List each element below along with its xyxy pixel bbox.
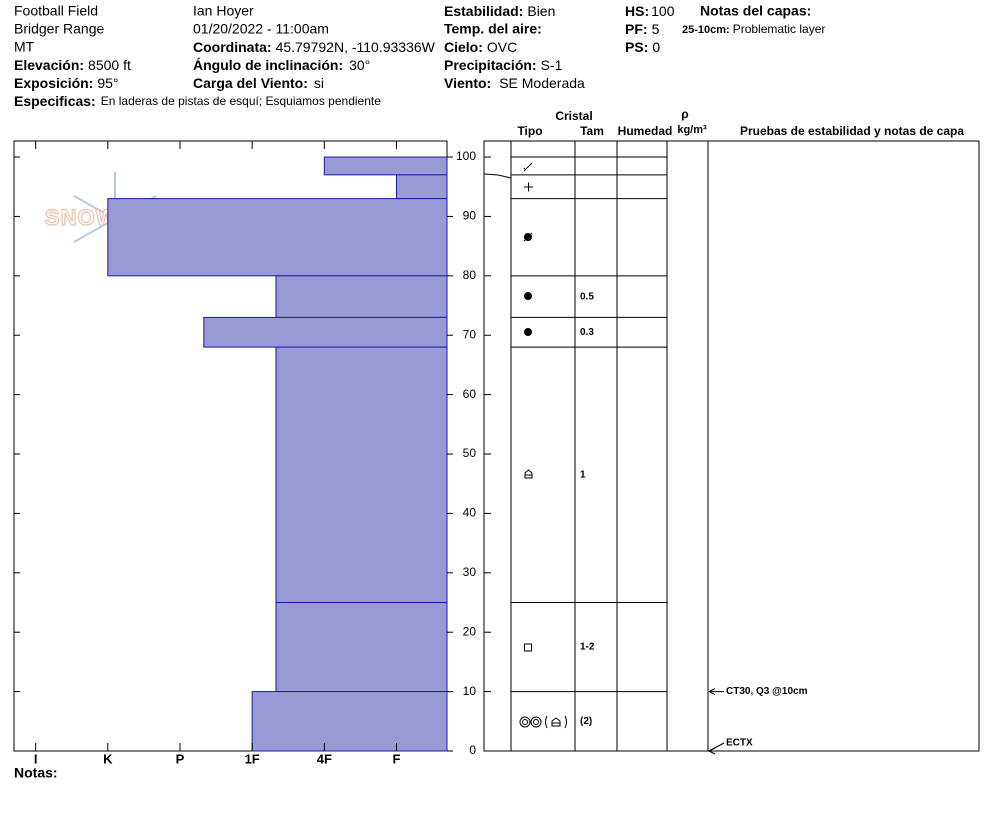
hardness-bar [251, 691, 448, 752]
stability: Estabilidad: Bien [444, 3, 555, 19]
crystal-header: Cristal [555, 109, 592, 123]
grain-size: 1 [580, 469, 586, 480]
air-temp: Temp. del aire: [444, 21, 542, 37]
hardness-bar [107, 198, 448, 277]
slope: Ángulo de inclinación: 30° [193, 57, 370, 73]
tests-header: Pruebas de estabilidad y notas de capa [740, 124, 964, 138]
x-tick-label: I [34, 751, 38, 766]
grain-size: 1-2 [580, 642, 595, 653]
site: Football Field [14, 3, 98, 19]
test-arrowhead [708, 688, 716, 696]
wind: Viento: SE Moderada [444, 75, 585, 91]
y-tick-label: 20 [463, 624, 477, 638]
y-tick-label: 100 [456, 149, 476, 163]
range: Bridger Range [14, 21, 104, 37]
hs: HS: 100 [625, 3, 675, 19]
grain-size: (2) [580, 716, 592, 727]
elevation: Elevación: 8500 ft [14, 57, 131, 73]
hardness-bar [323, 156, 448, 176]
size-header: Tam [580, 124, 604, 138]
y-tick-label: 50 [463, 446, 477, 460]
hardness-bar [395, 174, 448, 200]
grain-symbols [519, 162, 567, 729]
y-tick-label: 70 [463, 327, 477, 341]
hardness-bar [275, 602, 448, 693]
wind-loading: Carga del Viento: si [193, 75, 324, 91]
specifics: Especificas: En laderas de pistas de esqu… [14, 93, 381, 109]
x-tick-label: K [103, 751, 113, 766]
test-arrowhead [708, 747, 716, 755]
grain-size: 0.5 [580, 291, 594, 302]
notes-label: Notas: [14, 765, 58, 781]
y-tick-label: 80 [463, 268, 477, 282]
y-tick-label: 40 [463, 506, 477, 520]
sky: Cielo: OVC [444, 39, 517, 55]
hardness-bar [275, 346, 448, 604]
layer-table-frame [483, 140, 980, 752]
precipitation: Precipitación: S-1 [444, 57, 563, 73]
ps: PS: 0 [625, 39, 660, 55]
x-tick-label: F [393, 751, 401, 766]
density-header: ρ [681, 107, 688, 121]
grain-size: 0.3 [580, 327, 594, 338]
x-tick-label: 4F [317, 751, 332, 766]
layer-note: 25-10cm: Problematic layer [682, 22, 825, 36]
moisture-header: Humedad [618, 124, 673, 138]
y-tick-label: 90 [463, 209, 477, 223]
y-tick-label: 10 [463, 684, 477, 698]
test-label: CT30, Q3 @10cm [726, 686, 808, 697]
y-tick-label: 60 [463, 387, 477, 401]
state: MT [14, 39, 35, 55]
aspect: Exposición: 95° [14, 75, 119, 91]
pf: PF: 5 [625, 21, 660, 37]
coordinates: Coordinata: 45.79792N, -110.93336W [193, 39, 436, 55]
hardness-bar [203, 316, 448, 348]
hardness-bar [275, 275, 448, 318]
layer-notes-title: Notas del capas: [700, 3, 811, 19]
x-tick-label: 1F [245, 751, 260, 766]
type-header: Tipo [517, 124, 542, 138]
y-tick-label: 30 [463, 565, 477, 579]
observer: Ian Hoyer [193, 3, 254, 19]
datetime: 01/20/2022 - 11:00am [193, 21, 329, 37]
height-connector [483, 173, 512, 179]
test-label: ECTX [726, 738, 753, 749]
y-tick-label: 0 [469, 743, 476, 757]
x-tick-label: P [176, 751, 185, 766]
density-unit: kg/m³ [677, 124, 707, 136]
